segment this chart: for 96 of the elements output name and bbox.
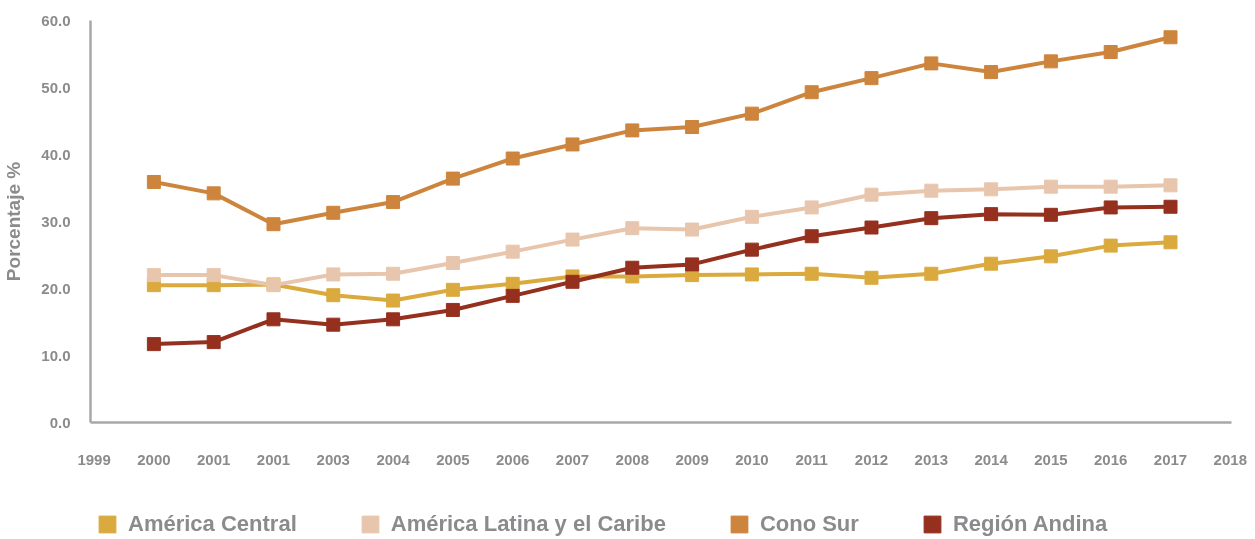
point [565, 274, 580, 289]
point [266, 217, 281, 232]
x-tick-label: 2003 [316, 450, 350, 468]
point [1103, 200, 1118, 215]
y-tick-label: 20.0 [41, 279, 71, 297]
point [206, 335, 221, 350]
point [1163, 178, 1178, 193]
x-tick-label: 2012 [854, 450, 889, 468]
x-tick-label: 2004 [376, 450, 411, 468]
point [1163, 30, 1178, 45]
point [924, 266, 939, 281]
x-tick-label: 1999 [77, 450, 111, 468]
point [1163, 235, 1178, 250]
x-tick-label: 2011 [795, 450, 828, 468]
point [804, 229, 819, 244]
legend-label: Cono Sur [759, 511, 859, 537]
y-tick-label: 0.0 [49, 413, 71, 431]
point [804, 85, 819, 100]
point [685, 257, 700, 272]
x-tick-label: 2018 [1213, 450, 1247, 468]
point [1163, 199, 1178, 214]
legend-label: América Latina y el Caribe [390, 511, 666, 537]
x-tick-label: 2010 [735, 450, 769, 468]
point [565, 232, 580, 247]
x-tick-label: 2005 [436, 450, 470, 468]
point [505, 244, 520, 259]
point [924, 56, 939, 71]
point [744, 267, 759, 282]
point [744, 209, 759, 224]
point [1103, 179, 1118, 194]
x-tick-label: 2007 [555, 450, 590, 468]
x-tick-label: 2000 [137, 450, 171, 468]
point [864, 220, 879, 235]
point [445, 171, 460, 186]
point [146, 268, 161, 283]
x-tick-label: 2001 [256, 450, 291, 468]
point [206, 186, 221, 201]
point [1043, 207, 1058, 222]
point [266, 312, 281, 327]
point [326, 205, 341, 220]
x-tick-label: 2001 [197, 450, 231, 468]
point [864, 187, 879, 202]
point [864, 71, 879, 86]
point [326, 317, 341, 332]
point [1043, 249, 1058, 264]
x-tick-label: 2013 [914, 450, 948, 468]
point [146, 174, 161, 189]
x-tick-label: 2014 [974, 450, 1009, 468]
point [1103, 238, 1118, 253]
point [326, 288, 341, 303]
point [984, 256, 999, 271]
point [685, 120, 700, 135]
y-tick-label: 40.0 [41, 145, 71, 163]
point [505, 288, 520, 303]
x-tick-label: 2015 [1034, 450, 1068, 468]
point [984, 182, 999, 197]
point [924, 211, 939, 226]
legend-label: Región Andina [952, 511, 1108, 537]
x-tick-label: 2006 [496, 450, 530, 468]
point [804, 266, 819, 281]
point [864, 270, 879, 285]
point [625, 260, 640, 275]
point [984, 65, 999, 80]
point [924, 183, 939, 198]
point [445, 302, 460, 317]
point [206, 268, 221, 283]
point [625, 221, 640, 236]
point [744, 106, 759, 121]
point [744, 242, 759, 257]
point [1103, 44, 1118, 59]
point [326, 267, 341, 282]
point [386, 266, 401, 281]
point [445, 282, 460, 297]
point [386, 195, 401, 210]
point [146, 337, 161, 352]
point [804, 200, 819, 215]
point [685, 222, 700, 237]
point [386, 312, 401, 327]
x-tick-label: 2017 [1153, 450, 1188, 468]
x-tick-label: 2016 [1094, 450, 1128, 468]
x-tick-label: 2009 [675, 450, 709, 468]
point [505, 151, 520, 166]
legend-label: América Central [128, 511, 297, 537]
point [1043, 179, 1058, 194]
y-tick-label: 30.0 [41, 212, 71, 230]
point [565, 137, 580, 152]
y-axis-title: Porcentaje % [3, 161, 25, 282]
point [1043, 54, 1058, 69]
point [984, 207, 999, 222]
x-tick-label: 2008 [615, 450, 649, 468]
point [625, 123, 640, 138]
y-tick-label: 10.0 [41, 346, 71, 364]
y-tick-label: 60.0 [41, 11, 71, 29]
point [386, 293, 401, 308]
point [445, 256, 460, 271]
y-tick-label: 50.0 [41, 78, 71, 96]
